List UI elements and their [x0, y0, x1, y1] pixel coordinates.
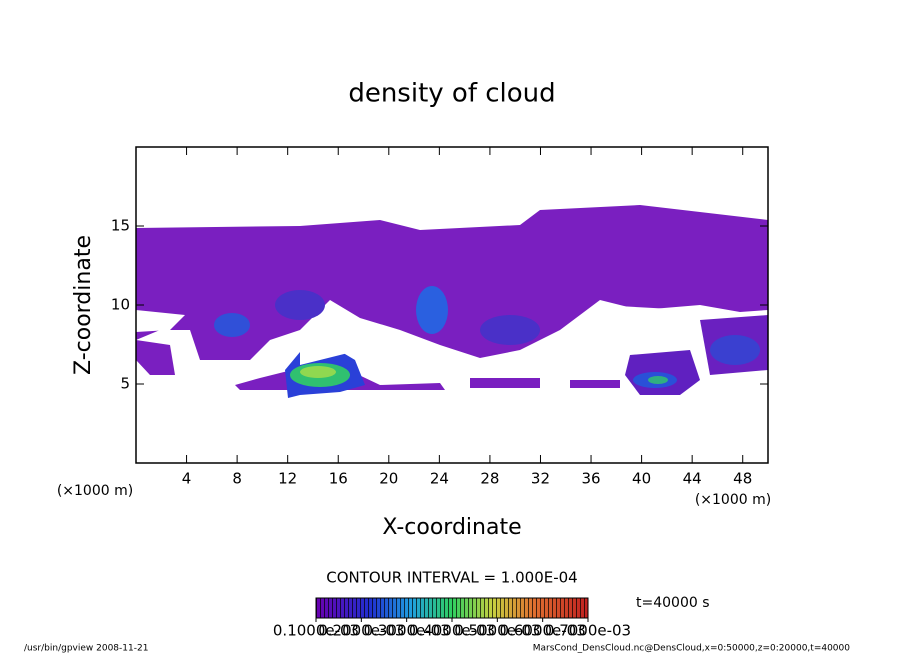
- footer-left: /usr/bin/gpview 2008-11-21: [24, 644, 148, 654]
- colorbar-tick-label: 0.3000e-03: [364, 622, 450, 640]
- x-tick-label: 12: [278, 470, 297, 488]
- x-tick-label: 28: [480, 470, 499, 488]
- x-unit: (×1000 m): [57, 483, 133, 499]
- time-label: t=40000 s: [636, 595, 710, 611]
- x-tick-label: 8: [232, 470, 242, 488]
- colorbar-tick-label: 0.2000e-03: [318, 622, 404, 640]
- footer-right: MarsCond_DensCloud.nc@DensCloud,x=0:5000…: [533, 644, 850, 654]
- chart-title: density of cloud: [348, 79, 555, 109]
- colorbar-frame: [315, 597, 589, 619]
- x-tick-label: 48: [733, 470, 752, 488]
- x-tick-label: 40: [632, 470, 651, 488]
- contour-interval: CONTOUR INTERVAL = 1.000E-04: [326, 569, 577, 587]
- colorbar-tick-label: 0.6000e-03: [500, 622, 586, 640]
- x-tick-label: 44: [683, 470, 702, 488]
- x-tick-label: 4: [182, 470, 192, 488]
- colorbar-tick-label: 0.5000e-03: [454, 622, 540, 640]
- y-axis-label: Z-coordinate: [71, 235, 96, 375]
- y-tick-label: 15: [111, 217, 130, 235]
- x-tick-label: 24: [430, 470, 449, 488]
- colorbar-tick-label: 0.7000e-03: [545, 622, 631, 640]
- x-axis-label: X-coordinate: [382, 515, 521, 540]
- colorbar-tick-label: 0.4000e-03: [409, 622, 495, 640]
- y-unit: (×1000 m): [695, 492, 771, 508]
- contour-field: [136, 205, 768, 398]
- x-tick-label: 36: [581, 470, 600, 488]
- x-tick-label: 16: [329, 470, 348, 488]
- x-tick-label: 32: [531, 470, 550, 488]
- y-tick-label: 10: [111, 296, 130, 314]
- y-tick-label: 5: [120, 375, 130, 393]
- colorbar-tick-label: 0.1000e-03: [273, 622, 359, 640]
- x-tick-label: 20: [379, 470, 398, 488]
